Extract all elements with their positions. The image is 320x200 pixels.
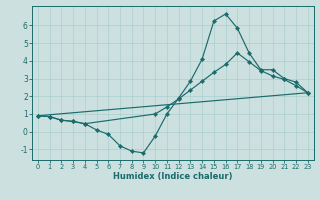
X-axis label: Humidex (Indice chaleur): Humidex (Indice chaleur) [113, 172, 233, 181]
